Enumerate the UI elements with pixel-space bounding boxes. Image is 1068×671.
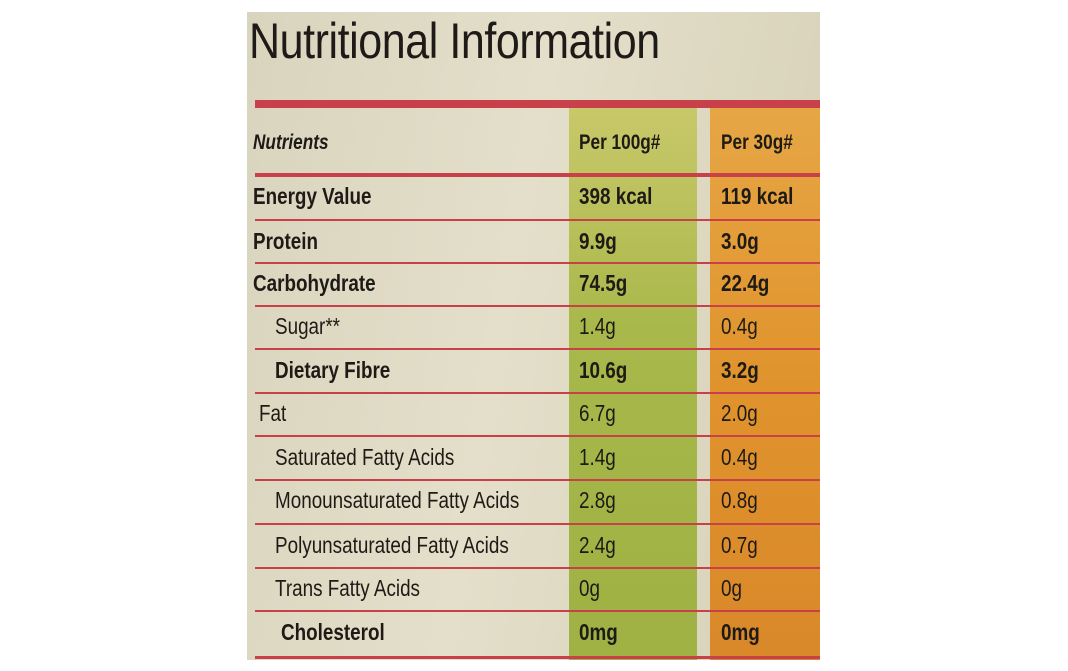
nutrient-value: 22.4g [721,270,770,296]
nutrient-value: 2.0g [721,400,758,426]
nutrient-name: Trans Fatty Acids [275,575,420,601]
nutrient-value: 398 kcal [579,183,653,209]
header-rule [255,173,820,177]
nutrient-name: Energy Value [253,183,372,209]
row-rule [255,435,820,437]
row-rule [255,218,820,221]
row-rule [255,262,820,264]
nutrient-name: Carbohydrate [253,270,376,296]
header-cell: Nutrients [253,131,329,154]
nutrient-value: 0mg [721,619,760,645]
row-rule [255,304,820,307]
nutrient-value: 1.4g [579,313,616,339]
nutrient-value: 119 kcal [721,183,794,209]
nutrient-value: 74.5g [579,270,628,296]
nutrient-value: 1.4g [579,444,616,470]
nutrient-name: Cholesterol [281,619,385,645]
row-rule [255,522,820,525]
header-cell: Per 100g# [579,131,661,154]
label-title: Nutritional Information [249,13,660,69]
nutrient-value: 0.4g [721,444,758,470]
nutrient-value: 2.4g [579,532,616,558]
top-rule [255,100,820,108]
row-rule [255,478,820,481]
nutrient-value: 0.7g [721,532,758,558]
nutrition-label: Nutritional Information Nutrients Per 100… [247,12,820,660]
nutrient-value: 0.4g [721,313,758,339]
nutrient-value: 0g [721,575,742,601]
bottom-rule [255,656,820,659]
nutrient-value: 3.0g [721,228,759,254]
nutrient-name: Protein [253,228,318,254]
nutrient-name: Sugar** [275,313,341,339]
nutrient-name: Polyunsaturated Fatty Acids [275,532,509,558]
nutrient-name: Saturated Fatty Acids [275,444,455,470]
row-rule [255,610,820,612]
nutrient-name: Fat [259,400,287,426]
row-rule [255,391,820,394]
nutrient-name: Monounsaturated Fatty Acids [275,487,520,513]
header-cell: Per 30g# [721,131,793,154]
nutrient-value: 2.8g [579,487,616,513]
row-rule [255,566,820,569]
row-rule [255,348,820,350]
nutrient-value: 3.2g [721,357,759,383]
nutrient-value: 9.9g [579,228,617,254]
nutrient-value: 0mg [579,619,618,645]
nutrient-name: Dietary Fibre [275,357,391,383]
nutrient-value: 10.6g [579,357,628,383]
nutrient-value: 0g [579,575,600,601]
nutrient-value: 0.8g [721,487,758,513]
nutrient-value: 6.7g [579,400,616,426]
